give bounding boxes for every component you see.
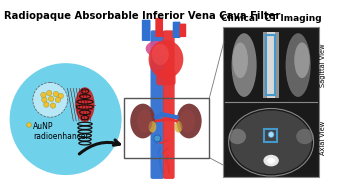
Text: Sagittal View: Sagittal View — [320, 43, 326, 87]
Ellipse shape — [231, 33, 257, 97]
Bar — [223, 27, 319, 177]
Circle shape — [44, 102, 49, 107]
Ellipse shape — [263, 155, 279, 166]
Circle shape — [27, 122, 31, 127]
Circle shape — [41, 92, 46, 98]
Circle shape — [51, 103, 56, 108]
Text: Clinical  CT Imaging: Clinical CT Imaging — [221, 14, 321, 23]
Circle shape — [48, 96, 54, 101]
Circle shape — [268, 132, 274, 137]
FancyBboxPatch shape — [173, 22, 180, 38]
Bar — [225, 29, 317, 101]
FancyBboxPatch shape — [155, 18, 163, 37]
Circle shape — [46, 90, 52, 96]
Ellipse shape — [230, 110, 312, 174]
Ellipse shape — [180, 109, 195, 133]
Ellipse shape — [296, 129, 313, 144]
Circle shape — [53, 91, 59, 97]
FancyBboxPatch shape — [163, 30, 175, 179]
Circle shape — [55, 97, 61, 102]
FancyBboxPatch shape — [142, 20, 151, 41]
Circle shape — [154, 135, 161, 142]
Ellipse shape — [130, 104, 155, 138]
Circle shape — [10, 63, 121, 175]
Ellipse shape — [175, 121, 182, 133]
Ellipse shape — [146, 41, 167, 56]
Ellipse shape — [233, 42, 248, 78]
Ellipse shape — [176, 104, 202, 138]
FancyBboxPatch shape — [180, 24, 186, 37]
Circle shape — [58, 93, 63, 99]
FancyBboxPatch shape — [151, 30, 164, 179]
Ellipse shape — [75, 87, 94, 122]
Bar — [266, 35, 275, 95]
Ellipse shape — [148, 40, 183, 79]
Bar — [225, 103, 317, 174]
Ellipse shape — [294, 42, 310, 78]
Circle shape — [42, 97, 47, 102]
Ellipse shape — [148, 121, 156, 133]
Ellipse shape — [137, 109, 153, 133]
Circle shape — [33, 82, 67, 117]
Ellipse shape — [267, 158, 275, 163]
Text: Axial View: Axial View — [320, 121, 326, 156]
Bar — [263, 32, 279, 98]
Ellipse shape — [152, 44, 169, 65]
Text: Radiopaque Absorbable Inferior Vena Cava Filter: Radiopaque Absorbable Inferior Vena Cava… — [4, 11, 280, 21]
Bar — [267, 32, 275, 98]
Ellipse shape — [229, 129, 246, 144]
FancyBboxPatch shape — [156, 70, 176, 85]
Ellipse shape — [285, 33, 311, 97]
Bar — [264, 129, 277, 142]
Text: AuNP
radioenhancer: AuNP radioenhancer — [33, 122, 89, 141]
Bar — [125, 98, 209, 158]
